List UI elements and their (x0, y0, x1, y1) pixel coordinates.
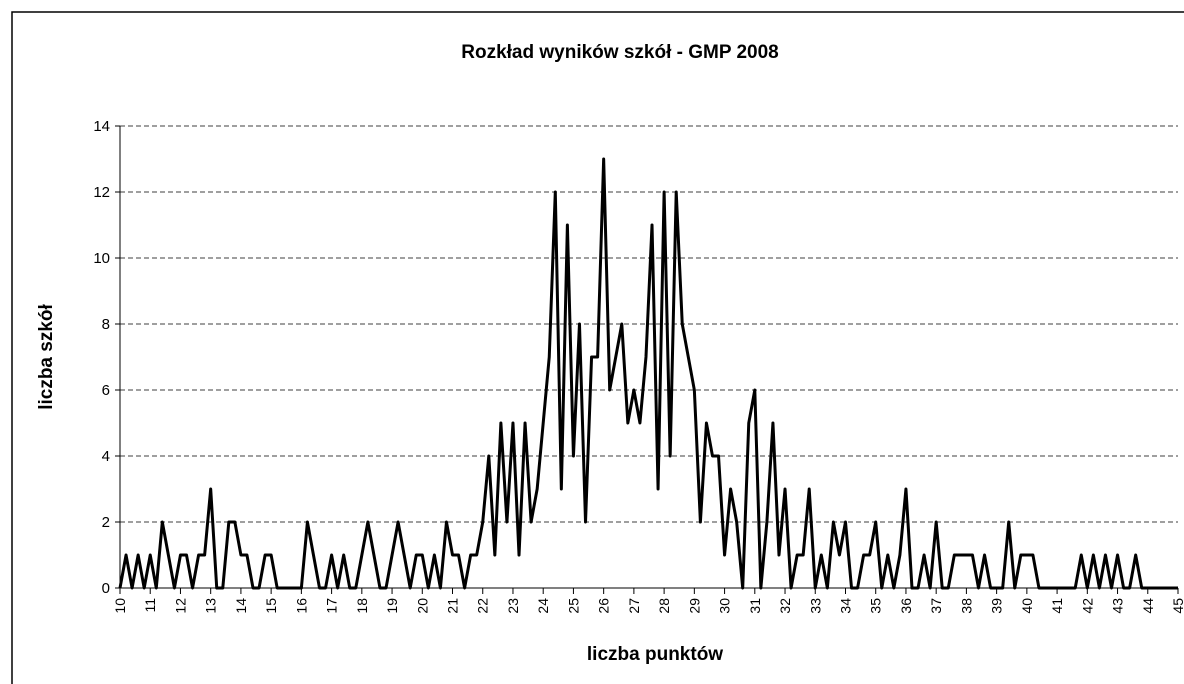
x-tick-label: 23 (505, 598, 521, 614)
x-tick-label: 35 (868, 598, 884, 614)
y-tick-label: 0 (102, 580, 110, 597)
x-tick-label: 38 (958, 598, 974, 614)
x-tick-label: 37 (928, 598, 944, 614)
x-tick-label: 41 (1049, 598, 1065, 614)
x-tick-label: 28 (656, 598, 672, 614)
x-tick-label: 39 (989, 598, 1005, 614)
x-tick-label: 32 (777, 598, 793, 614)
y-tick-label: 6 (102, 382, 110, 399)
y-tick-label: 14 (93, 118, 110, 135)
x-tick-label: 43 (1110, 598, 1126, 614)
x-tick-label: 27 (626, 598, 642, 614)
x-tick-label: 40 (1019, 598, 1035, 614)
x-tick-label: 29 (686, 598, 702, 614)
x-tick-label: 30 (717, 598, 733, 614)
x-tick-label: 13 (203, 598, 219, 614)
x-tick-label: 34 (837, 598, 853, 614)
x-tick-label: 14 (233, 598, 249, 614)
y-tick-label: 4 (102, 448, 110, 465)
x-tick-label: 24 (535, 598, 551, 614)
y-tick-label: 8 (102, 316, 110, 333)
x-axis-label: liczba punktów (587, 644, 723, 665)
x-tick-label: 22 (475, 598, 491, 614)
y-tick-label: 10 (93, 250, 110, 267)
x-tick-label: 33 (807, 598, 823, 614)
chart-title: Rozkład wyników szkół - GMP 2008 (461, 42, 778, 63)
y-tick-label: 2 (102, 514, 110, 531)
x-tick-label: 26 (596, 598, 612, 614)
x-tick-label: 36 (898, 598, 914, 614)
x-tick-label: 42 (1079, 598, 1095, 614)
x-tick-label: 31 (747, 598, 763, 614)
x-tick-label: 45 (1170, 598, 1184, 614)
x-tick-label: 11 (142, 598, 158, 613)
x-tick-label: 19 (384, 598, 400, 614)
x-tick-label: 15 (263, 598, 279, 614)
x-tick-label: 12 (172, 598, 188, 614)
data-line (118, 157, 1178, 590)
x-tick-label: 18 (354, 598, 370, 614)
y-tick-label: 12 (93, 184, 110, 201)
x-tick-label: 20 (414, 598, 430, 614)
x-tick-label: 10 (112, 598, 128, 614)
x-tick-label: 44 (1140, 598, 1156, 614)
x-tick-label: 25 (565, 598, 581, 614)
x-tick-label: 16 (293, 598, 309, 614)
x-tick-label: 21 (445, 598, 461, 614)
y-axis-label: liczba szkół (36, 303, 57, 409)
x-tick-label: 17 (324, 598, 340, 614)
